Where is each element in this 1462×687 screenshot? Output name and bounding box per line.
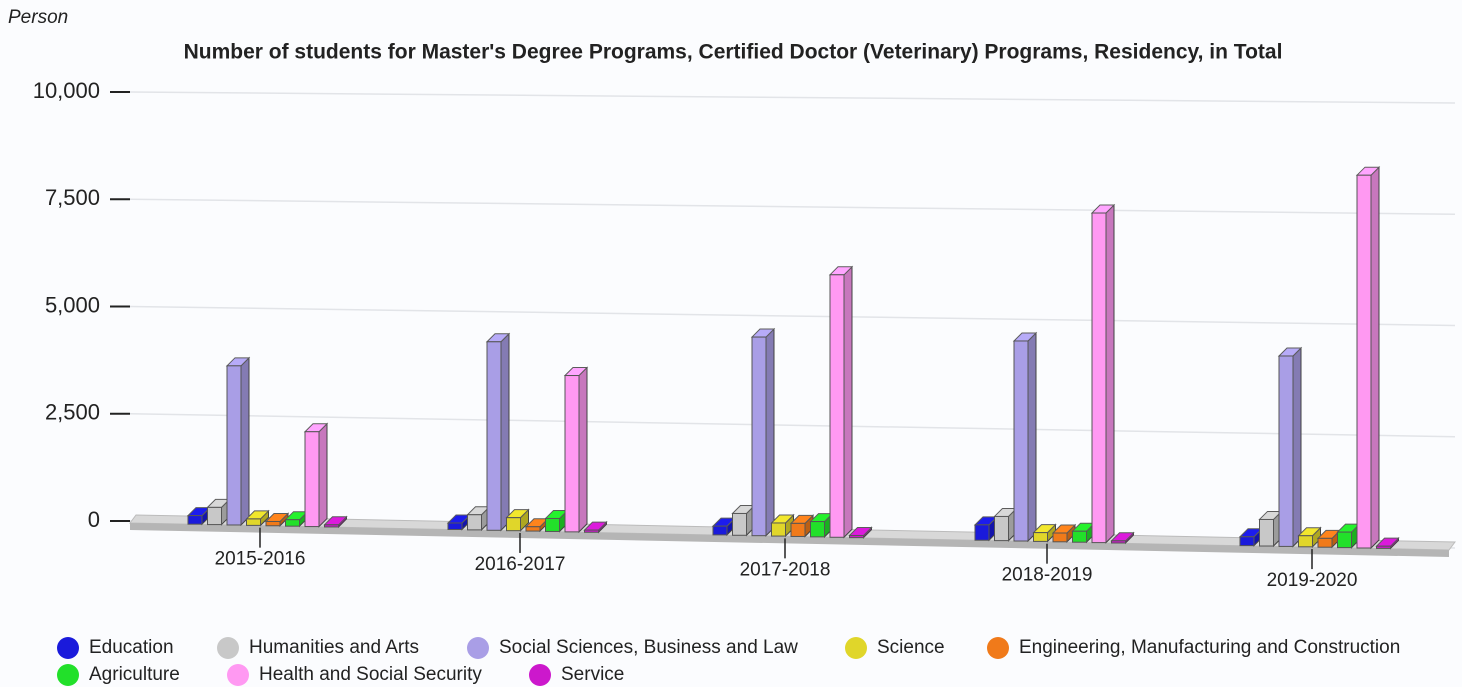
legend-swatch [529, 664, 551, 686]
bar [246, 518, 261, 526]
bar-side [843, 265, 853, 539]
legend-label: Humanities and Arts [249, 637, 419, 658]
bar [751, 336, 767, 537]
bar [486, 341, 502, 531]
bar [1072, 530, 1087, 543]
bar-side [578, 366, 588, 534]
x-tick-label: 2019-2020 [1267, 570, 1358, 591]
bar [187, 515, 203, 525]
bar [447, 522, 463, 530]
y-tick-label: 5,000 [45, 292, 100, 317]
x-tick-label: 2017-2018 [740, 559, 831, 580]
bar [506, 517, 521, 532]
legend-label: Education [89, 637, 174, 658]
legend-swatch [217, 637, 239, 659]
legend-swatch [467, 637, 489, 659]
bar [226, 365, 242, 526]
bar [974, 524, 990, 541]
bar [1033, 532, 1048, 542]
bar [1259, 518, 1274, 547]
bar [810, 521, 825, 538]
bar-side [1370, 165, 1380, 550]
bar [994, 515, 1009, 542]
bar [467, 514, 482, 531]
y-tick-label: 0 [88, 507, 100, 532]
y-axis-label: Person [8, 7, 68, 28]
bar-side [240, 356, 250, 527]
bar [712, 525, 728, 536]
bar-side [500, 332, 510, 532]
bar [1111, 540, 1126, 544]
bar [1091, 212, 1107, 544]
bar-side [765, 327, 775, 537]
bar [525, 526, 541, 532]
legend-label: Social Sciences, Business and Law [499, 637, 798, 658]
y-tick-label: 7,500 [45, 185, 100, 210]
bar-side [318, 422, 328, 528]
bar [207, 506, 222, 526]
y-tick-label: 2,500 [45, 400, 100, 425]
bar [1052, 532, 1068, 543]
grid-line [129, 91, 1456, 104]
bar [1278, 355, 1294, 547]
bar [790, 522, 806, 537]
bar [1239, 536, 1255, 547]
legend-swatch [57, 637, 79, 659]
bar [584, 529, 599, 533]
bar-side [1292, 346, 1302, 548]
grid-line [129, 305, 1456, 327]
bar [849, 534, 864, 539]
floor-front [130, 523, 1449, 557]
bar [1013, 340, 1029, 542]
bar [265, 520, 281, 527]
x-tick-label: 2016-2017 [475, 554, 566, 575]
legend-swatch [845, 637, 867, 659]
bar [829, 274, 845, 538]
bar [285, 519, 300, 527]
bar [304, 431, 320, 528]
bar [732, 512, 747, 536]
legend-label: Science [877, 637, 945, 658]
bar [1356, 174, 1372, 549]
bar [324, 524, 339, 528]
y-tick-label: 10,000 [33, 78, 100, 103]
x-tick-label: 2018-2019 [1002, 565, 1093, 586]
grid-line [129, 198, 1456, 215]
bar-side [1027, 331, 1037, 543]
x-tick-label: 2015-2016 [215, 549, 306, 570]
bar [771, 522, 786, 537]
bar [1317, 537, 1333, 548]
grid-line [129, 413, 1456, 438]
bar-side [1105, 203, 1115, 544]
bar [1298, 535, 1313, 548]
legend-swatch [227, 664, 249, 686]
chart-title: Number of students for Master's Degree P… [184, 41, 1283, 64]
bar [1376, 545, 1391, 549]
bar [1337, 531, 1352, 549]
legend-swatch [57, 664, 79, 686]
bar [545, 517, 560, 532]
legend-label: Agriculture [89, 664, 180, 685]
legend-label: Engineering, Manufacturing and Construct… [1019, 637, 1400, 658]
legend-label: Service [561, 664, 624, 685]
legend-swatch [987, 637, 1009, 659]
legend-label: Health and Social Security [259, 664, 482, 685]
bar [564, 375, 580, 533]
